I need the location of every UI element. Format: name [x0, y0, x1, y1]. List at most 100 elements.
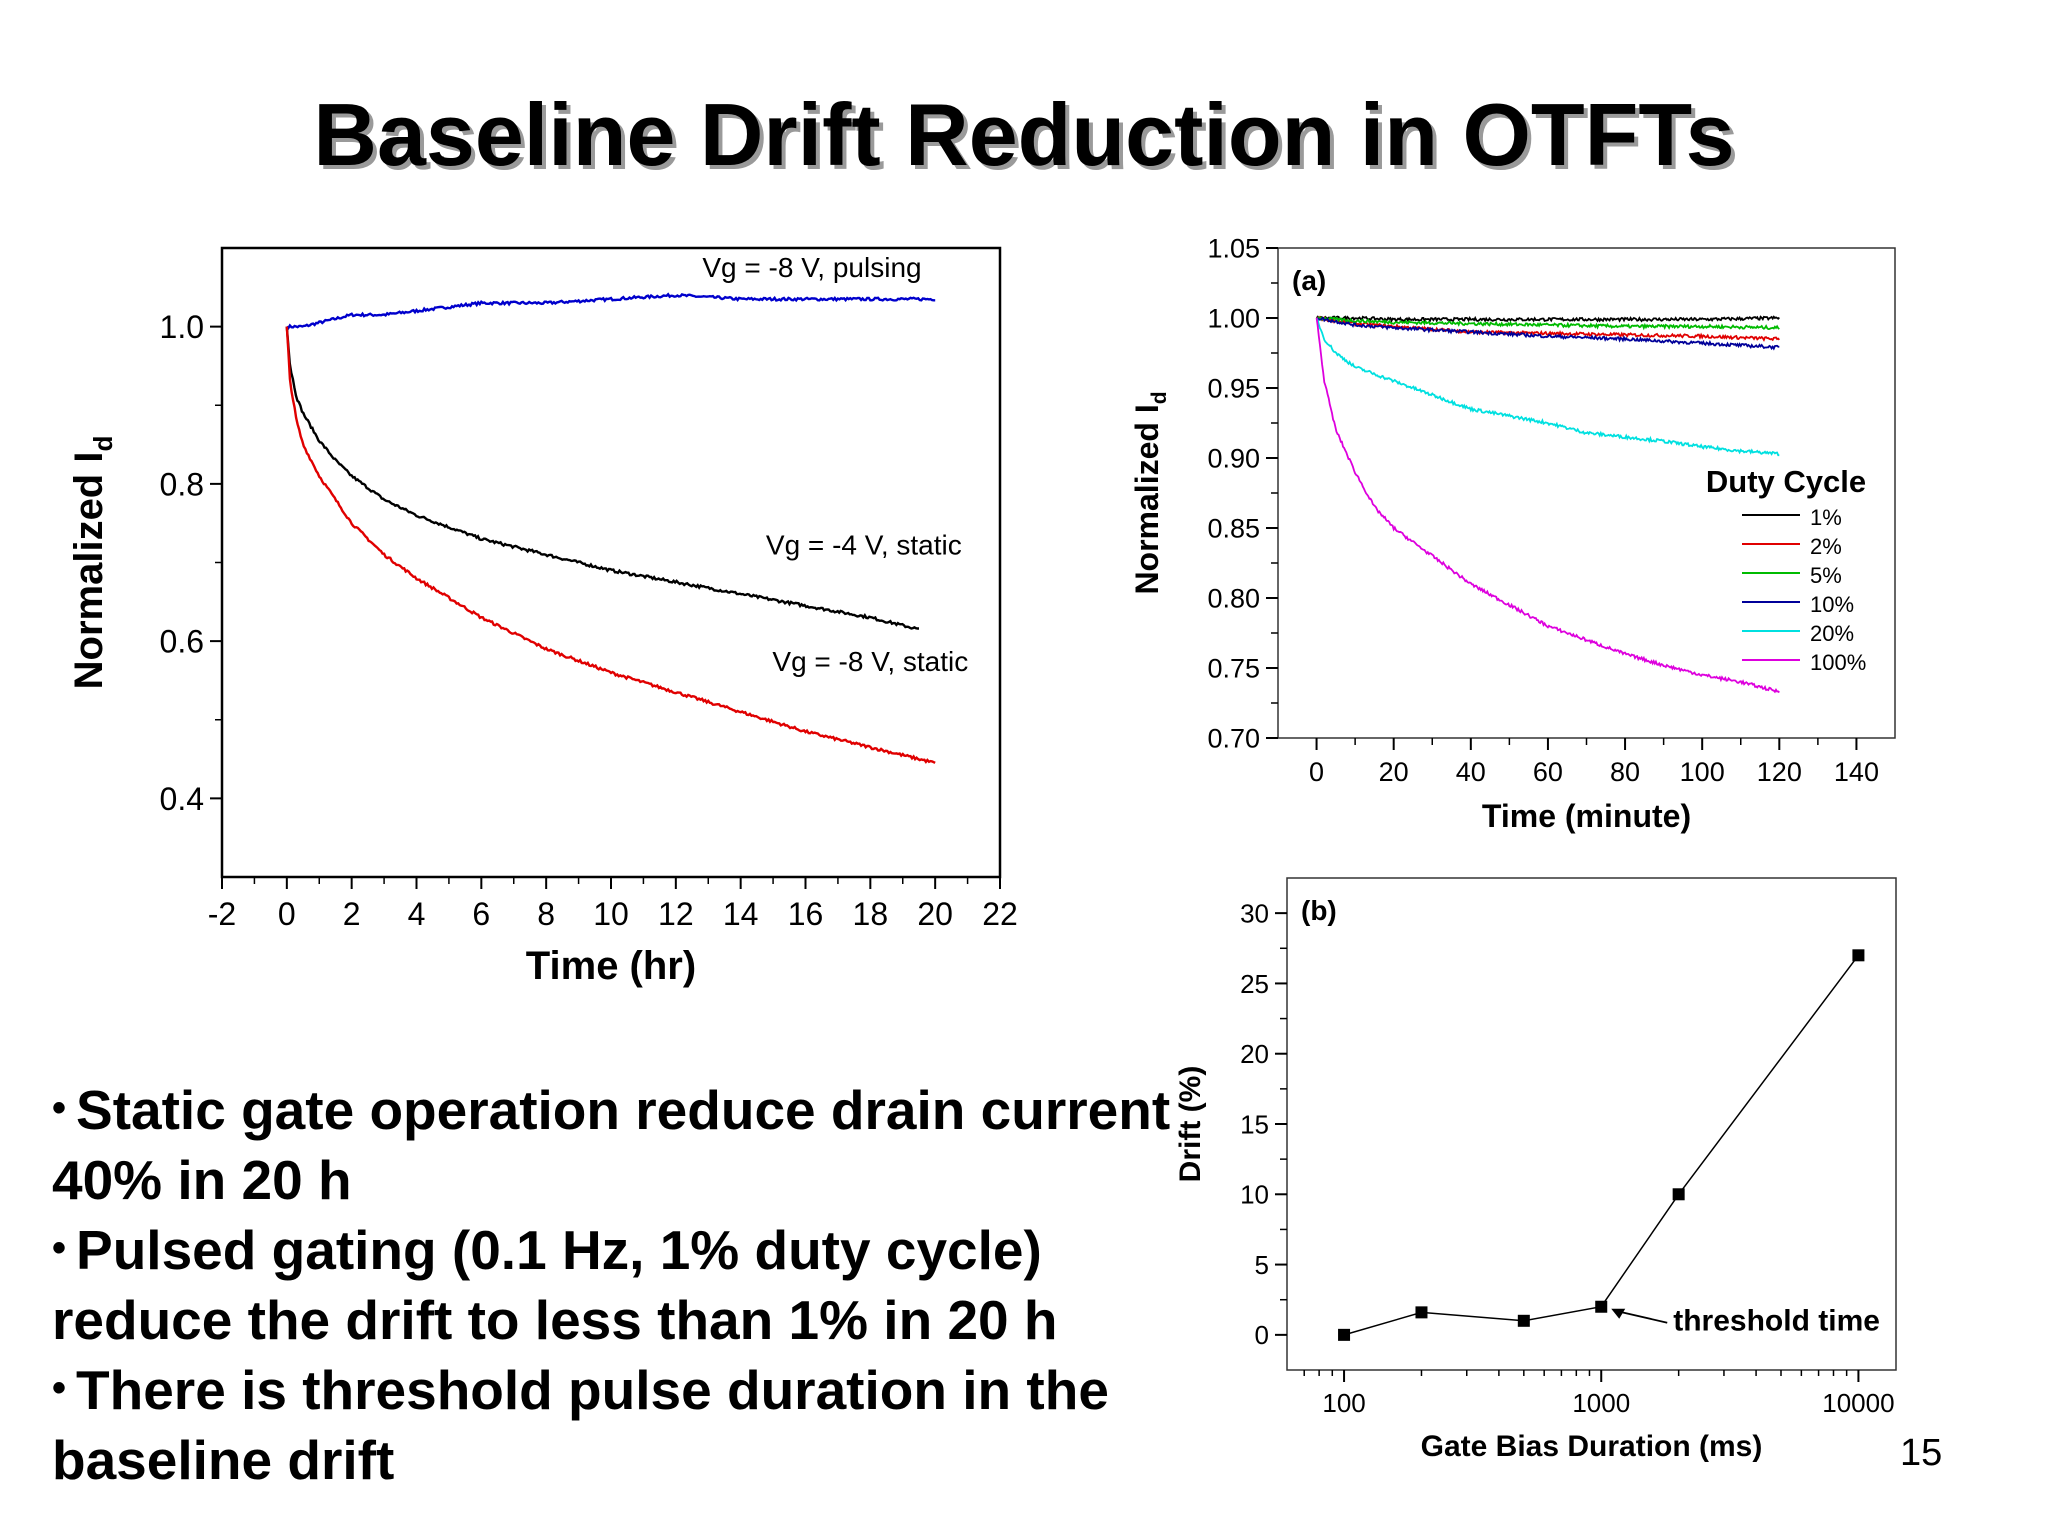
- data-point: [1852, 949, 1865, 962]
- y-tick-label: 0.6: [160, 624, 204, 660]
- slide-title: Baseline Drift Reduction in OTFTs: [313, 85, 1735, 184]
- x-tick-label: 2: [343, 896, 361, 932]
- y-axis-label: Normalized Id: [1129, 391, 1171, 594]
- series: [285, 326, 919, 630]
- series-line: [285, 326, 919, 630]
- series: [286, 292, 936, 330]
- x-tick-label: 60: [1533, 757, 1563, 787]
- panel-label: (b): [1301, 895, 1337, 926]
- chart-a: 0 20 40 60 80 100 120 140 0.70 0.75 0.80 0.85 0.90 0.…: [1129, 234, 1896, 834]
- x-tick-label: 120: [1757, 757, 1802, 787]
- y-tick-label: 0.8: [160, 466, 204, 502]
- legend-label: 5%: [1810, 563, 1842, 588]
- y-tick-label: 0.80: [1207, 584, 1260, 614]
- series-line: [1315, 315, 1780, 323]
- bullet-list: • Static gate operation reduce drain curr…: [52, 1075, 1202, 1495]
- y-axis-label: Normalized Id: [67, 436, 118, 690]
- series: [1315, 317, 1780, 694]
- series-line: [1343, 954, 1859, 1336]
- series: [1315, 317, 1780, 457]
- x-tick-label: 40: [1456, 757, 1486, 787]
- series-line: [285, 326, 936, 764]
- page-number: 15: [1900, 1432, 1943, 1474]
- y-tick-label: 0: [1255, 1320, 1269, 1350]
- data-point: [1517, 1314, 1530, 1327]
- series-line: [1315, 317, 1780, 694]
- x-axis-label: Time (hr): [526, 944, 696, 988]
- y-axis-label-subscript: d: [88, 436, 118, 452]
- annotation-label: Vg = -8 V, pulsing: [702, 252, 921, 283]
- x-tick-label: 0: [1309, 757, 1324, 787]
- legend-title: Duty Cycle: [1706, 464, 1866, 499]
- x-tick-label: 4: [408, 896, 426, 932]
- y-tick-label: 0.95: [1207, 374, 1260, 404]
- series-line: [1315, 317, 1780, 457]
- y-tick-label: 1.05: [1207, 234, 1260, 264]
- y-tick-label: 0.4: [160, 781, 204, 817]
- plot-frame: [1286, 877, 1897, 1371]
- y-tick-label: 1.0: [160, 309, 204, 345]
- bullet-text: Pulsed gating (0.1 Hz, 1% duty cycle) re…: [52, 1219, 1058, 1351]
- arrow-head-icon: [1611, 1308, 1626, 1319]
- x-tick-label: 80: [1610, 757, 1640, 787]
- series-line: [1316, 315, 1780, 342]
- x-tick-label: 100: [1322, 1388, 1365, 1418]
- x-tick-label: 100: [1680, 757, 1725, 787]
- y-tick-label: 1.00: [1207, 304, 1260, 334]
- series-line: [1315, 316, 1780, 331]
- legend-label: 100%: [1810, 650, 1866, 675]
- x-axis-label: Gate Bias Duration (ms): [1421, 1430, 1763, 1463]
- y-tick-label: 5: [1255, 1250, 1269, 1280]
- annotation-label: Vg = -8 V, static: [772, 646, 968, 677]
- legend-label: 20%: [1810, 621, 1854, 646]
- bullet-text: There is threshold pulse duration in the…: [52, 1359, 1109, 1491]
- series: [1315, 316, 1780, 331]
- bullet-marker-icon: •: [52, 1086, 67, 1130]
- x-tick-label: 20: [917, 896, 953, 932]
- y-axis-label: Drift (%): [1174, 1066, 1207, 1183]
- chart-b: 100 1000 10000 0 5 10 15 20 25 30 Gate Bias Durati…: [1174, 877, 1897, 1463]
- bullet-text: Static gate operation reduce drain curre…: [52, 1079, 1171, 1211]
- legend-label: 2%: [1810, 534, 1842, 559]
- bullet-item-1: • Static gate operation reduce drain curr…: [52, 1075, 1202, 1215]
- y-tick-label: 30: [1240, 899, 1269, 929]
- series-line: [1316, 316, 1780, 351]
- x-tick-label: -2: [208, 896, 236, 932]
- plot-frame: [220, 246, 1002, 879]
- legend-label: 1%: [1810, 505, 1842, 530]
- chart-left: -2 0 2 4 6 8 10 12 14 16 18 20 22 0.4 0.6 0.8 1.0 Time (h…: [67, 246, 1018, 988]
- y-tick-label: 25: [1240, 969, 1269, 999]
- bullet-item-3: • There is threshold pulse duration in th…: [52, 1355, 1202, 1495]
- y-tick-label: 0.75: [1207, 654, 1260, 684]
- x-tick-label: 12: [658, 896, 694, 932]
- data-point: [1338, 1328, 1351, 1341]
- annotation-arrow: [1615, 1309, 1668, 1324]
- series: [285, 326, 936, 764]
- x-tick-label: 8: [537, 896, 555, 932]
- y-tick-label: 10: [1240, 1180, 1269, 1210]
- y-tick-label: 0.70: [1207, 724, 1260, 754]
- bullet-marker-icon: •: [52, 1226, 67, 1270]
- data-point: [1672, 1188, 1685, 1201]
- x-tick-label: 18: [853, 896, 889, 932]
- data-point: [1595, 1300, 1608, 1313]
- x-tick-label: 20: [1379, 757, 1409, 787]
- x-tick-label: 6: [472, 896, 490, 932]
- bullet-marker-icon: •: [52, 1366, 67, 1410]
- bullet-item-2: • Pulsed gating (0.1 Hz, 1% duty cycle) r…: [52, 1215, 1202, 1355]
- data-point: [1415, 1306, 1428, 1319]
- y-tick-label: 15: [1240, 1109, 1269, 1139]
- x-tick-label: 16: [788, 896, 824, 932]
- x-tick-label: 140: [1834, 757, 1879, 787]
- series: [1338, 949, 1865, 1341]
- x-tick-label: 0: [278, 896, 296, 932]
- x-axis-label: Time (minute): [1482, 798, 1691, 834]
- y-tick-label: 0.85: [1207, 514, 1260, 544]
- legend-label: 10%: [1810, 592, 1854, 617]
- x-tick-label: 14: [723, 896, 759, 932]
- y-axis-label-subscript: d: [1148, 391, 1171, 404]
- annotation-label: threshold time: [1673, 1305, 1880, 1338]
- series: [1316, 316, 1780, 351]
- x-tick-label: 1000: [1572, 1388, 1630, 1418]
